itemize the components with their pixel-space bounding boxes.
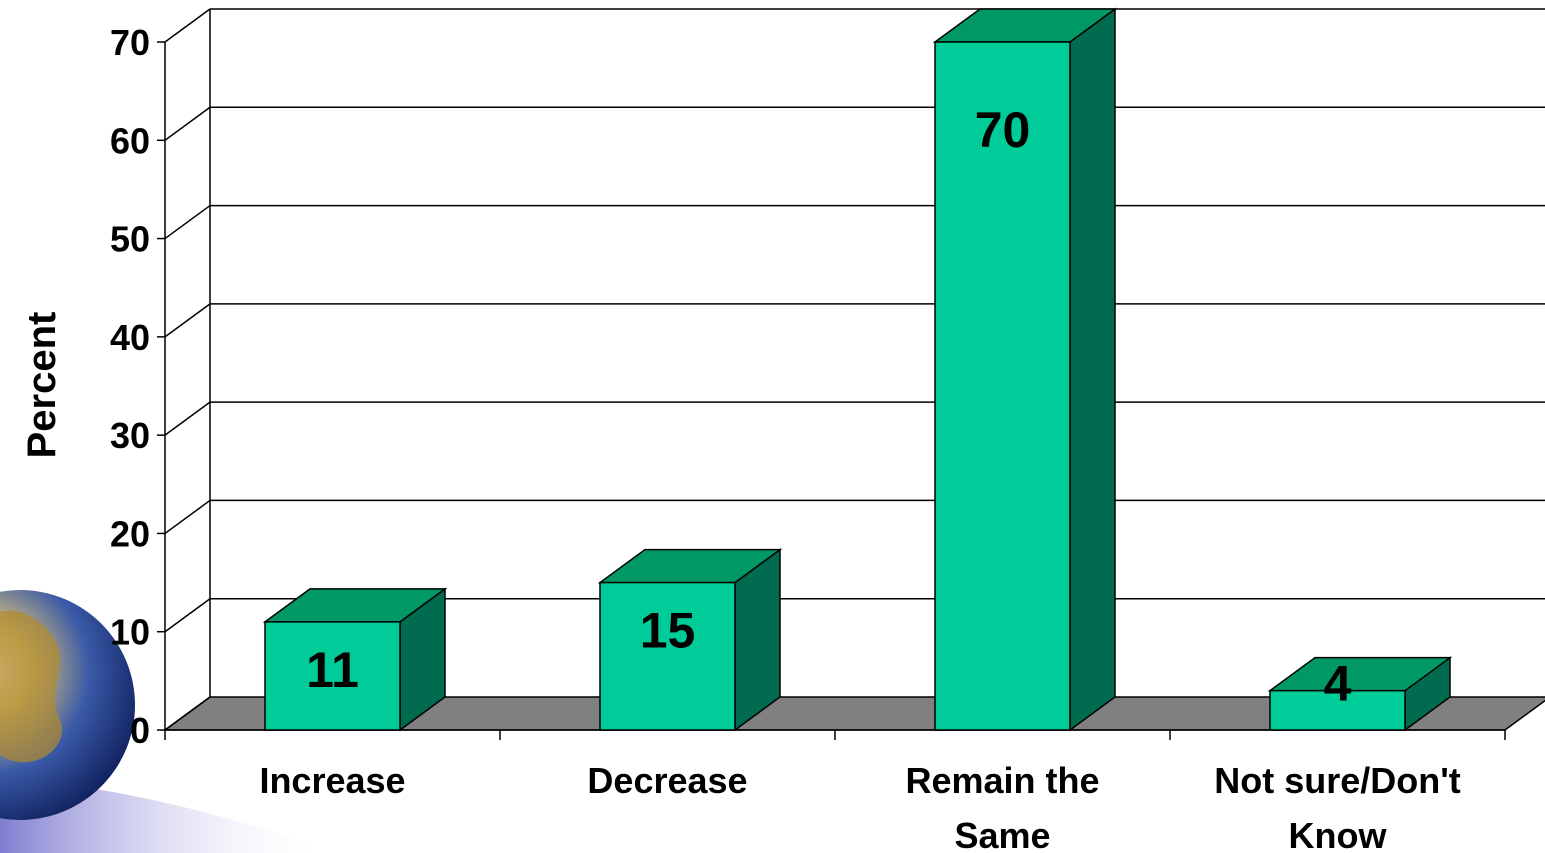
bars: 11 15 70 4 (262, 7, 1453, 732)
y-tick-label: 10 (110, 612, 150, 653)
y-tick-label: 0 (130, 710, 150, 751)
gridline-side (164, 204, 211, 240)
bar-3: 4 (1267, 656, 1453, 732)
x-category-label: Know (1289, 815, 1388, 853)
y-axis-ticks: 0 10 20 30 40 50 60 70 (110, 22, 1506, 751)
gridline-side (164, 106, 211, 141)
y-tick-label: 70 (110, 22, 150, 63)
y-tick-label: 30 (110, 415, 150, 456)
bar-2: 70 (932, 7, 1118, 732)
gridline-side (164, 696, 211, 731)
gridline-side (164, 303, 211, 338)
x-category-label: Not sure/Don't (1214, 760, 1461, 801)
y-tick-label: 50 (110, 219, 150, 260)
bar-1: 15 (597, 548, 783, 732)
x-category-label: Remain the (905, 760, 1099, 801)
bar-side (1069, 7, 1116, 732)
globe-decoration (0, 590, 330, 853)
data-label: 4 (1324, 656, 1352, 712)
x-category-label: Same (954, 815, 1050, 853)
data-label: 70 (975, 102, 1031, 158)
x-axis-labels: Increase Decrease Remain the Same Not sure/D… (259, 760, 1460, 853)
data-label: 15 (640, 603, 696, 659)
bar-front (1269, 689, 1406, 731)
data-label: 11 (306, 642, 359, 698)
bar-front (599, 581, 736, 731)
bar-front (934, 41, 1071, 731)
x-category-label: Increase (259, 760, 405, 801)
bar-front (264, 621, 401, 731)
x-category-label: Decrease (587, 760, 747, 801)
y-tick-label: 40 (110, 317, 150, 358)
gridline-side (164, 8, 211, 43)
y-tick-label: 20 (110, 513, 150, 554)
gridline-side (164, 499, 211, 535)
y-axis-title: Percent (20, 312, 64, 459)
gridline-side (164, 598, 211, 633)
bar-0: 11 (262, 587, 448, 732)
globe-landmass (0, 610, 62, 763)
gridline-side (164, 401, 211, 436)
y-tick-label: 60 (110, 120, 150, 161)
